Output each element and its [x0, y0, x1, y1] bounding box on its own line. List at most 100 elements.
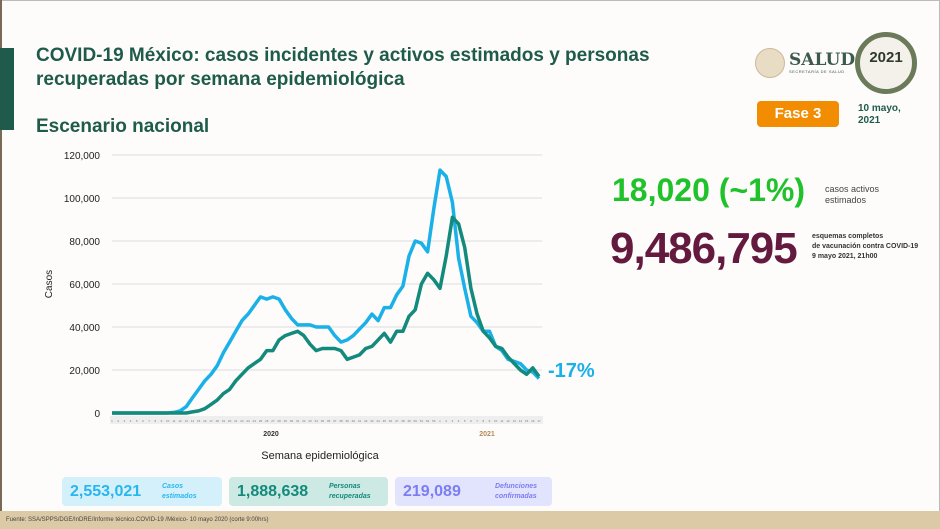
x-tick-label: 40 [352, 419, 356, 423]
x-tick-label: 46 [389, 419, 393, 423]
y-axis-label: Casos [44, 270, 55, 298]
y-tick-label: 40,000 [69, 323, 100, 334]
x-tick-label: 34 [315, 419, 319, 423]
x-tick-label: 6 [142, 419, 144, 423]
x-tick-label: 53 [432, 419, 436, 423]
summary-box: 1,888,638 Personas recuperadas [229, 477, 388, 506]
x-tick-label: 18 [216, 419, 220, 423]
x-tick-label: 52 [426, 419, 430, 423]
accent-bar [0, 48, 14, 130]
year-label-2021: 2021 [479, 431, 495, 438]
weekly-change-percent: -17% [548, 360, 595, 382]
salud-logo-subtext: SECRETARÍA DE SALUD [789, 69, 845, 74]
active-cases-value: 18,020 (~1%) [612, 172, 806, 208]
x-tick-label: 4 [130, 419, 132, 423]
x-tick-label: 5 [136, 419, 138, 423]
summary-value: 1,888,638 [237, 482, 309, 500]
x-tick-label: 11 [172, 419, 175, 423]
summary-label: Defunciones confirmadas [495, 482, 538, 500]
x-tick-label: 27 [271, 419, 275, 423]
x-tick-label: 29 [284, 419, 288, 423]
x-tick-label: 31 [296, 419, 300, 423]
x-tick-label: 8 [482, 419, 484, 423]
x-tick-label: 43 [370, 419, 374, 423]
mexico-2021-logo: 2021 [855, 32, 917, 94]
vaccination-label-line: esquemas completos [812, 233, 884, 240]
y-tick-label: 20,000 [69, 366, 100, 377]
x-tick-label: 10 [166, 419, 170, 423]
slide-title: COVID-19 México: casos incidentes y acti… [36, 45, 650, 90]
x-tick-label: 14 [191, 419, 195, 423]
x-tick-label: 12 [506, 419, 510, 423]
x-tick-label: 1 [111, 419, 113, 423]
x-tick-label: 17 [537, 419, 541, 423]
x-tick-label: 21 [234, 419, 238, 423]
y-tick-label: 120,000 [64, 151, 101, 162]
x-tick-label: 7 [148, 419, 150, 423]
salud-logo-text: SALUD [789, 50, 856, 70]
x-tick-label: 45 [383, 419, 387, 423]
x-tick-label: 9 [161, 419, 163, 423]
x-tick-label: 42 [364, 419, 368, 423]
x-tick-label: 41 [358, 419, 362, 423]
x-tick-label: 4 [458, 419, 460, 423]
x-tick-label: 49 [407, 419, 411, 423]
x-tick-label: 39 [345, 419, 349, 423]
x-tick-label: 3 [452, 419, 454, 423]
x-tick-label: 5 [464, 419, 466, 423]
vaccination-label-line: 9 mayo 2021, 21h00 [812, 253, 878, 260]
x-tick-label: 22 [240, 419, 244, 423]
active-cases-label: casos activos estimados [825, 184, 880, 205]
x-tick-label: 44 [376, 419, 380, 423]
summary-label: Personas recuperadas [329, 482, 371, 500]
summary-value: 2,553,021 [70, 482, 142, 500]
vaccination-label-line: de vacunación contra COVID-19 [812, 243, 919, 250]
x-tick-label: 8 [154, 419, 156, 423]
x-tick-label: 2 [445, 419, 447, 423]
x-tick-label: 3 [124, 419, 126, 423]
x-tick-label: 33 [308, 419, 312, 423]
x-tick-label: 50 [414, 419, 418, 423]
year-label-2020: 2020 [263, 431, 279, 438]
x-tick-label: 17 [209, 419, 213, 423]
y-tick-label: 100,000 [64, 194, 101, 205]
x-tick-label: 32 [302, 419, 306, 423]
x-tick-label: 20 [228, 419, 232, 423]
y-tick-label: 80,000 [69, 237, 100, 248]
mexico-seal-icon [755, 48, 785, 78]
x-tick-label: 48 [401, 419, 405, 423]
x-tick-label: 37 [333, 419, 337, 423]
x-axis-label: Semana epidemiológica [261, 450, 379, 462]
vaccination-label: esquemas completos de vacunación contra … [812, 232, 918, 262]
x-tick-label: 35 [321, 419, 325, 423]
x-tick-label: 1 [439, 419, 441, 423]
summary-box: 2,553,021 Casos estimados [62, 477, 222, 506]
x-tick-label: 13 [185, 419, 189, 423]
x-tick-label: 6 [470, 419, 472, 423]
report-date: 10 mayo, 2021 [858, 103, 901, 126]
x-tick-label: 2 [117, 419, 119, 423]
x-tick-label: 51 [420, 419, 424, 423]
x-tick-label: 16 [531, 419, 535, 423]
x-tick-label: 7 [476, 419, 478, 423]
x-tick-label: 38 [339, 419, 343, 423]
x-tick-label: 13 [513, 419, 517, 423]
salud-logo: SALUD SECRETARÍA DE SALUD [755, 48, 855, 78]
summary-value: 219,089 [403, 482, 461, 500]
series-line-recuperados [112, 215, 541, 415]
source-footer: Fuente: SSA/SPPS/DGE/InDRE/Informe técni… [0, 511, 940, 529]
x-tick-label: 25 [259, 419, 263, 423]
x-tick-label: 26 [265, 419, 269, 423]
x-tick-label: 30 [290, 419, 294, 423]
x-axis-band [110, 416, 543, 424]
summary-box: 219,089 Defunciones confirmadas [395, 477, 552, 506]
x-tick-label: 24 [253, 419, 257, 423]
x-tick-label: 16 [203, 419, 207, 423]
x-tick-label: 23 [246, 419, 250, 423]
y-tick-label: 60,000 [69, 280, 100, 291]
y-tick-label: 0 [94, 409, 100, 420]
series-line-casos-activos [112, 168, 541, 415]
vaccination-value: 9,486,795 [610, 224, 798, 273]
summary-label: Casos estimados [162, 482, 197, 500]
